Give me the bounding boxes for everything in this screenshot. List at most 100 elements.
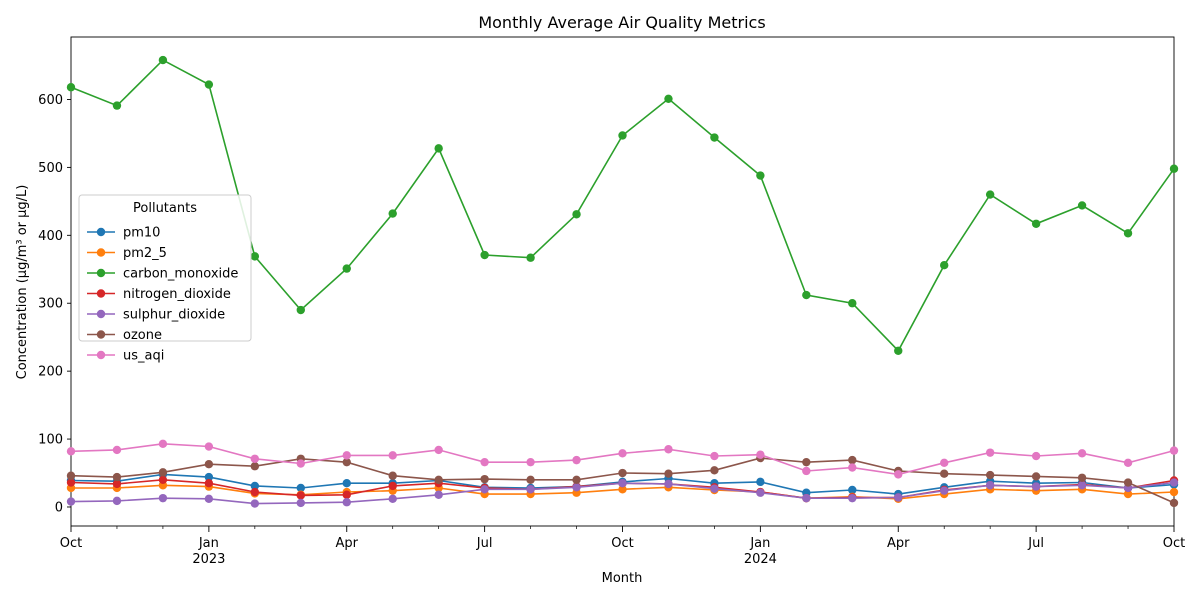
- series-carbon_monoxide: [66, 55, 1179, 355]
- point-nitrogen_dioxide: [250, 487, 260, 497]
- point-sulphur_dioxide: [572, 483, 581, 492]
- point-carbon_monoxide: [710, 133, 719, 142]
- point-carbon_monoxide: [112, 101, 122, 110]
- point-us_aqi: [1031, 451, 1041, 461]
- point-carbon_monoxide: [250, 252, 260, 261]
- x-tick-label: Oct: [60, 536, 82, 551]
- point-us_aqi: [112, 445, 122, 455]
- legend-item-nitrogen_dioxide[interactable]: nitrogen_dioxide: [87, 287, 231, 302]
- point-carbon_monoxide: [1077, 201, 1087, 210]
- legend-swatch-marker: [96, 268, 106, 278]
- legend[interactable]: Pollutants pm10 pm2_5 carbon_monoxidenitrog…: [78, 194, 252, 364]
- point-ozone: [158, 468, 168, 477]
- point-us_aqi: [710, 451, 719, 461]
- legend-swatch-marker: [96, 289, 106, 298]
- legend-swatch-marker: [96, 330, 106, 339]
- point-us_aqi: [894, 470, 903, 479]
- point-sulphur_dioxide: [1169, 478, 1179, 487]
- point-carbon_monoxide: [985, 190, 995, 199]
- legend-item-sulphur_dioxide[interactable]: sulphur_dioxide: [87, 308, 225, 323]
- point-us_aqi: [664, 445, 673, 454]
- point-ozone: [1031, 472, 1041, 481]
- point-carbon_monoxide: [296, 305, 305, 315]
- point-ozone: [985, 470, 995, 480]
- point-carbon_monoxide: [802, 290, 811, 300]
- x-tick-label: Apr: [336, 536, 359, 551]
- point-us_aqi: [66, 447, 76, 456]
- point-us_aqi: [572, 455, 581, 465]
- series-sulphur_dioxide: [66, 478, 1179, 508]
- point-us_aqi: [1077, 449, 1087, 458]
- point-pm10: [296, 483, 305, 493]
- point-ozone: [204, 459, 214, 469]
- point-us_aqi: [204, 442, 214, 451]
- legend-label: pm10: [123, 226, 160, 241]
- legend-item-carbon_monoxide[interactable]: carbon_monoxide: [87, 267, 238, 282]
- point-ozone: [250, 462, 260, 471]
- y-tick-label: 500: [38, 161, 63, 176]
- point-ozone: [112, 472, 122, 482]
- legend-item-pm10[interactable]: pm10: [87, 226, 160, 241]
- point-sulphur_dioxide: [388, 494, 397, 504]
- point-sulphur_dioxide: [480, 485, 489, 494]
- point-ozone: [572, 475, 581, 485]
- point-us_aqi: [480, 457, 489, 467]
- x-tick-label: Oct: [1163, 536, 1185, 551]
- point-nitrogen_dioxide: [342, 490, 351, 499]
- point-pm10: [848, 485, 857, 495]
- point-sulphur_dioxide: [618, 479, 627, 488]
- point-sulphur_dioxide: [158, 493, 168, 503]
- chart-title: Monthly Average Air Quality Metrics: [478, 13, 765, 32]
- point-ozone: [664, 469, 673, 478]
- legend-label: pm2_5: [123, 246, 167, 261]
- point-us_aqi: [250, 454, 260, 463]
- legend-swatch-marker: [96, 309, 106, 319]
- point-ozone: [1123, 478, 1133, 487]
- point-sulphur_dioxide: [1077, 481, 1087, 490]
- x-tick-label: Jan: [198, 536, 219, 551]
- point-sulphur_dioxide: [342, 498, 351, 507]
- point-pm10: [756, 477, 765, 487]
- legend-item-us_aqi[interactable]: us_aqi: [87, 349, 164, 364]
- point-us_aqi: [342, 451, 351, 460]
- point-carbon_monoxide: [388, 209, 397, 218]
- point-carbon_monoxide: [480, 250, 489, 260]
- point-us_aqi: [848, 463, 857, 472]
- legend-label: us_aqi: [123, 349, 164, 364]
- y-tick-label: 300: [38, 297, 63, 312]
- point-ozone: [388, 471, 397, 480]
- x-tick-label: Jul: [1027, 536, 1044, 551]
- legend-label: nitrogen_dioxide: [123, 287, 231, 302]
- point-pm10: [204, 472, 214, 482]
- point-ozone: [848, 455, 857, 465]
- legend-title: Pollutants: [133, 201, 197, 216]
- y-tick-label: 100: [38, 433, 63, 448]
- point-carbon_monoxide: [526, 253, 535, 262]
- point-ozone: [342, 457, 351, 467]
- point-pm2_5: [1169, 487, 1179, 497]
- point-sulphur_dioxide: [204, 494, 214, 504]
- legend-item-ozone[interactable]: ozone: [87, 328, 162, 343]
- point-sulphur_dioxide: [894, 493, 903, 502]
- legend-swatch-marker: [96, 350, 106, 360]
- legend-swatch-marker: [96, 227, 106, 237]
- legend-item-pm2_5[interactable]: pm2_5: [87, 246, 167, 261]
- point-ozone: [480, 474, 489, 484]
- point-sulphur_dioxide: [940, 486, 949, 495]
- point-ozone: [618, 468, 627, 478]
- legend-box: [78, 194, 252, 342]
- point-nitrogen_dioxide: [112, 479, 122, 489]
- point-us_aqi: [618, 449, 627, 458]
- point-sulphur_dioxide: [710, 484, 719, 493]
- point-us_aqi: [388, 451, 397, 460]
- point-carbon_monoxide: [894, 346, 903, 355]
- point-us_aqi: [434, 445, 443, 455]
- x-tick-label: Jul: [476, 536, 493, 551]
- series-us_aqi: [66, 439, 1179, 479]
- legend-swatch-marker: [96, 248, 106, 257]
- point-nitrogen_dioxide: [388, 481, 397, 491]
- point-sulphur_dioxide: [664, 479, 673, 489]
- point-sulphur_dioxide: [112, 496, 122, 506]
